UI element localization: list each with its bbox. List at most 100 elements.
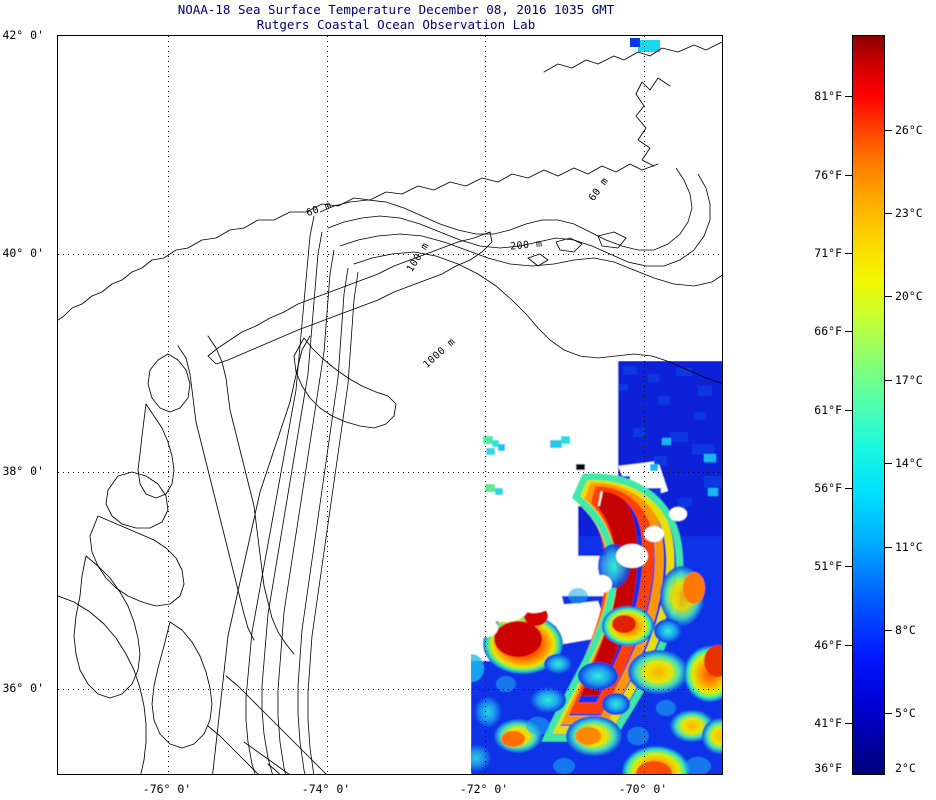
tick-top--76_5 [129, 35, 130, 36]
cb-label-41f: 41°F [814, 716, 842, 730]
tick-right-40 [722, 254, 723, 255]
tick-lon--71 [565, 774, 566, 775]
cb-label-20c: 20°C [895, 289, 923, 303]
tick-lon--74 [327, 774, 328, 775]
tick-right-41_5 [722, 90, 723, 91]
lat-label-40: 40° 0' [2, 246, 44, 260]
bathymetry-contours [245, 167, 722, 774]
cb-tick-20c [885, 296, 892, 298]
tick-lat-36_5 [57, 635, 58, 636]
cb-label-14c: 14°C [895, 456, 923, 470]
tick-lon--71_5 [525, 774, 526, 775]
cb-tick-11c [885, 547, 892, 549]
graticule-lat-40 [58, 254, 722, 255]
cb-tick-46f [845, 645, 852, 647]
tick-top--76 [168, 35, 169, 36]
latitude-axis-labels: 42° 0' 40° 0' 38° 0' 36° 0' [0, 28, 44, 775]
tick-lon--74_5 [287, 774, 288, 775]
cb-label-23c: 23°C [895, 206, 923, 220]
cb-tick-76f [845, 175, 852, 177]
tick-lat-38 [57, 472, 58, 473]
tick-lon--73_5 [367, 774, 368, 775]
cb-label-81f: 81°F [814, 89, 842, 103]
tick-lon--76_5 [129, 774, 130, 775]
sst-raster [58, 38, 722, 774]
tick-top--71_5 [525, 35, 526, 36]
cb-tick-81f [845, 96, 852, 98]
cb-label-8c: 8°C [895, 623, 916, 637]
tick-lon--70 [644, 774, 645, 775]
cb-tick-23c [885, 213, 892, 215]
tick-right-38 [722, 472, 723, 473]
cb-label-2c: 2°C [895, 761, 916, 775]
tick-lon--69_5 [684, 774, 685, 775]
tick-top--74_5 [287, 35, 288, 36]
cape-cod-cold-patch [630, 38, 660, 52]
lon-label--74: -74° 0' [301, 782, 351, 796]
tick-right-42 [722, 36, 723, 37]
cb-label-61f: 61°F [814, 403, 842, 417]
cb-tick-14c [885, 463, 892, 465]
cb-tick-56f [845, 488, 852, 490]
tick-lon--75 [248, 774, 249, 775]
tick-lat-41 [57, 145, 58, 146]
lat-label-42: 42° 0' [2, 28, 44, 42]
cb-label-76f: 76°F [814, 168, 842, 182]
tick-right-38_5 [722, 417, 723, 418]
tick-lon--75_5 [208, 774, 209, 775]
longitude-axis-labels: -76° 0' -74° 0' -72° 0' -70° 0' [57, 782, 723, 798]
tick-top--75 [248, 35, 249, 36]
tick-right-39_5 [722, 308, 723, 309]
tick-lon--76 [168, 774, 169, 775]
cb-label-11c: 11°C [895, 540, 923, 554]
tick-top--74 [327, 35, 328, 36]
tick-lon--69 [722, 774, 723, 775]
tick-top--72_5 [446, 35, 447, 36]
tick-top--70_5 [604, 35, 605, 36]
tick-lon--72_5 [446, 774, 447, 775]
cb-tick-17c [885, 380, 892, 382]
tick-lat-41_5 [57, 90, 58, 91]
cb-label-66f: 66°F [814, 324, 842, 338]
graticule-lon--76 [168, 36, 169, 774]
tick-lon--77 [89, 774, 90, 775]
tick-lat-40_5 [57, 199, 58, 200]
tick-top--75_5 [208, 35, 209, 36]
tick-top--73_5 [367, 35, 368, 36]
tick-right-41 [722, 145, 723, 146]
cb-tick-66f [845, 331, 852, 333]
tick-top--77 [89, 35, 90, 36]
tick-lat-40 [57, 254, 58, 255]
lon-label--76: -76° 0' [142, 782, 192, 796]
cb-label-17c: 17°C [895, 373, 923, 387]
tick-right-37_5 [722, 526, 723, 527]
temperature-colorbar: 81°F 76°F 71°F 66°F 61°F 56°F 51°F 46°F … [814, 35, 923, 775]
cb-tick-26c [885, 130, 892, 132]
tick-lon--72 [485, 774, 486, 775]
tick-lat-39 [57, 363, 58, 364]
graticule-lon--72 [485, 36, 486, 774]
cb-tick-41f [845, 723, 852, 725]
tick-lat-37 [57, 580, 58, 581]
tick-right-39 [722, 363, 723, 364]
lat-label-38: 38° 0' [2, 464, 44, 478]
tick-lat-38_5 [57, 417, 58, 418]
title-line-1: NOAA-18 Sea Surface Temperature December… [177, 2, 615, 17]
tick-top--72 [485, 35, 486, 36]
cb-tick-5c [885, 713, 892, 715]
colorbar-gradient [852, 35, 885, 775]
graticule-lon--70 [644, 36, 645, 774]
cb-tick-61f [845, 410, 852, 412]
tick-top--71 [565, 35, 566, 36]
tick-right-37 [722, 580, 723, 581]
cb-label-51f: 51°F [814, 559, 842, 573]
cb-label-46f: 46°F [814, 638, 842, 652]
title-line-2: Rutgers Coastal Ocean Observation Lab [256, 17, 536, 32]
lon-label--70: -70° 0' [618, 782, 668, 796]
graticule-lat-38 [58, 472, 722, 473]
cb-tick-8c [885, 630, 892, 632]
tick-lon--70_5 [604, 774, 605, 775]
tick-top--69_5 [684, 35, 685, 36]
tick-right-40_5 [722, 199, 723, 200]
tick-right-36 [722, 689, 723, 690]
